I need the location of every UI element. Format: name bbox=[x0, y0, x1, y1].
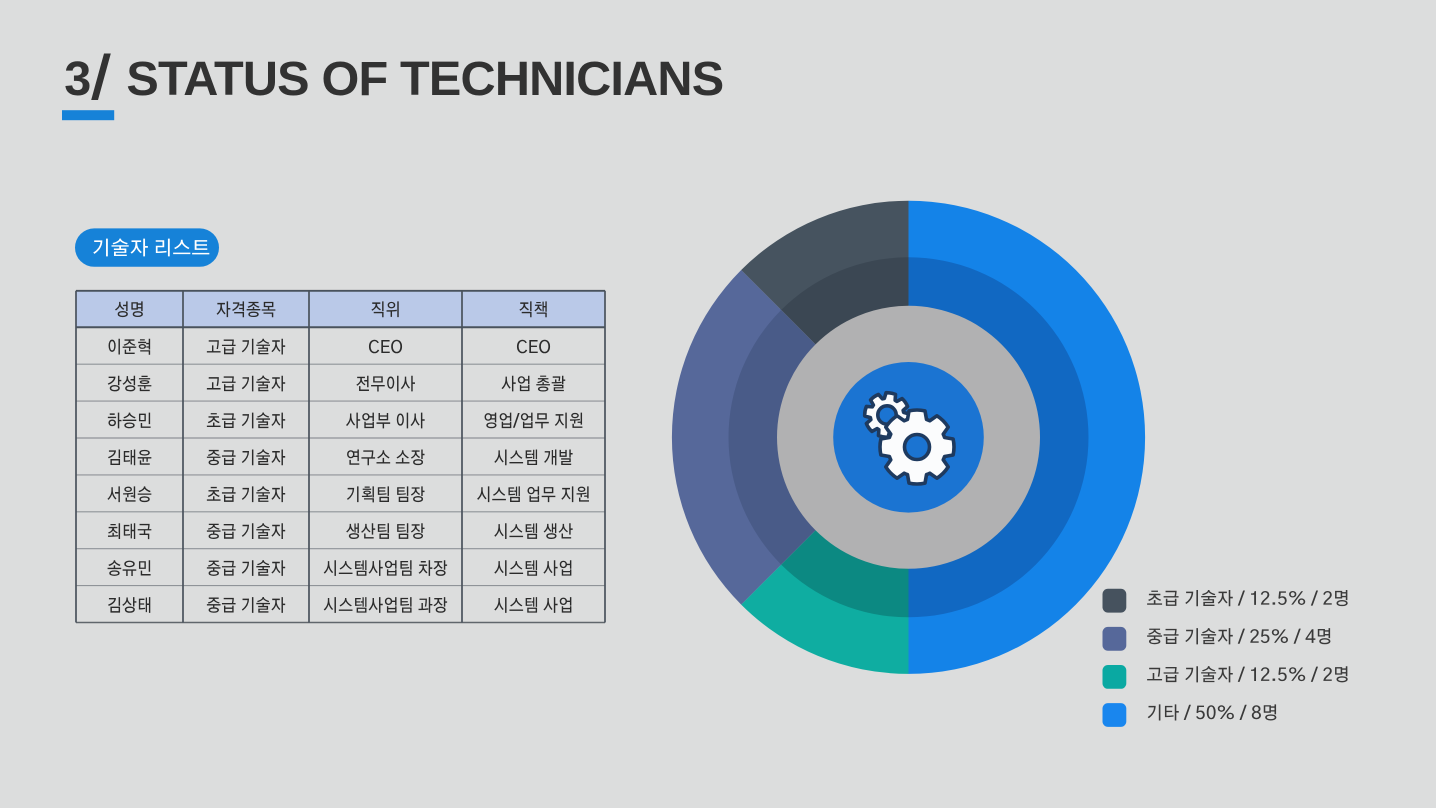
svg-text:3: 3 bbox=[64, 52, 91, 106]
svg-text:STATUS OF TECHNICIANS: STATUS OF TECHNICIANS bbox=[126, 52, 723, 106]
